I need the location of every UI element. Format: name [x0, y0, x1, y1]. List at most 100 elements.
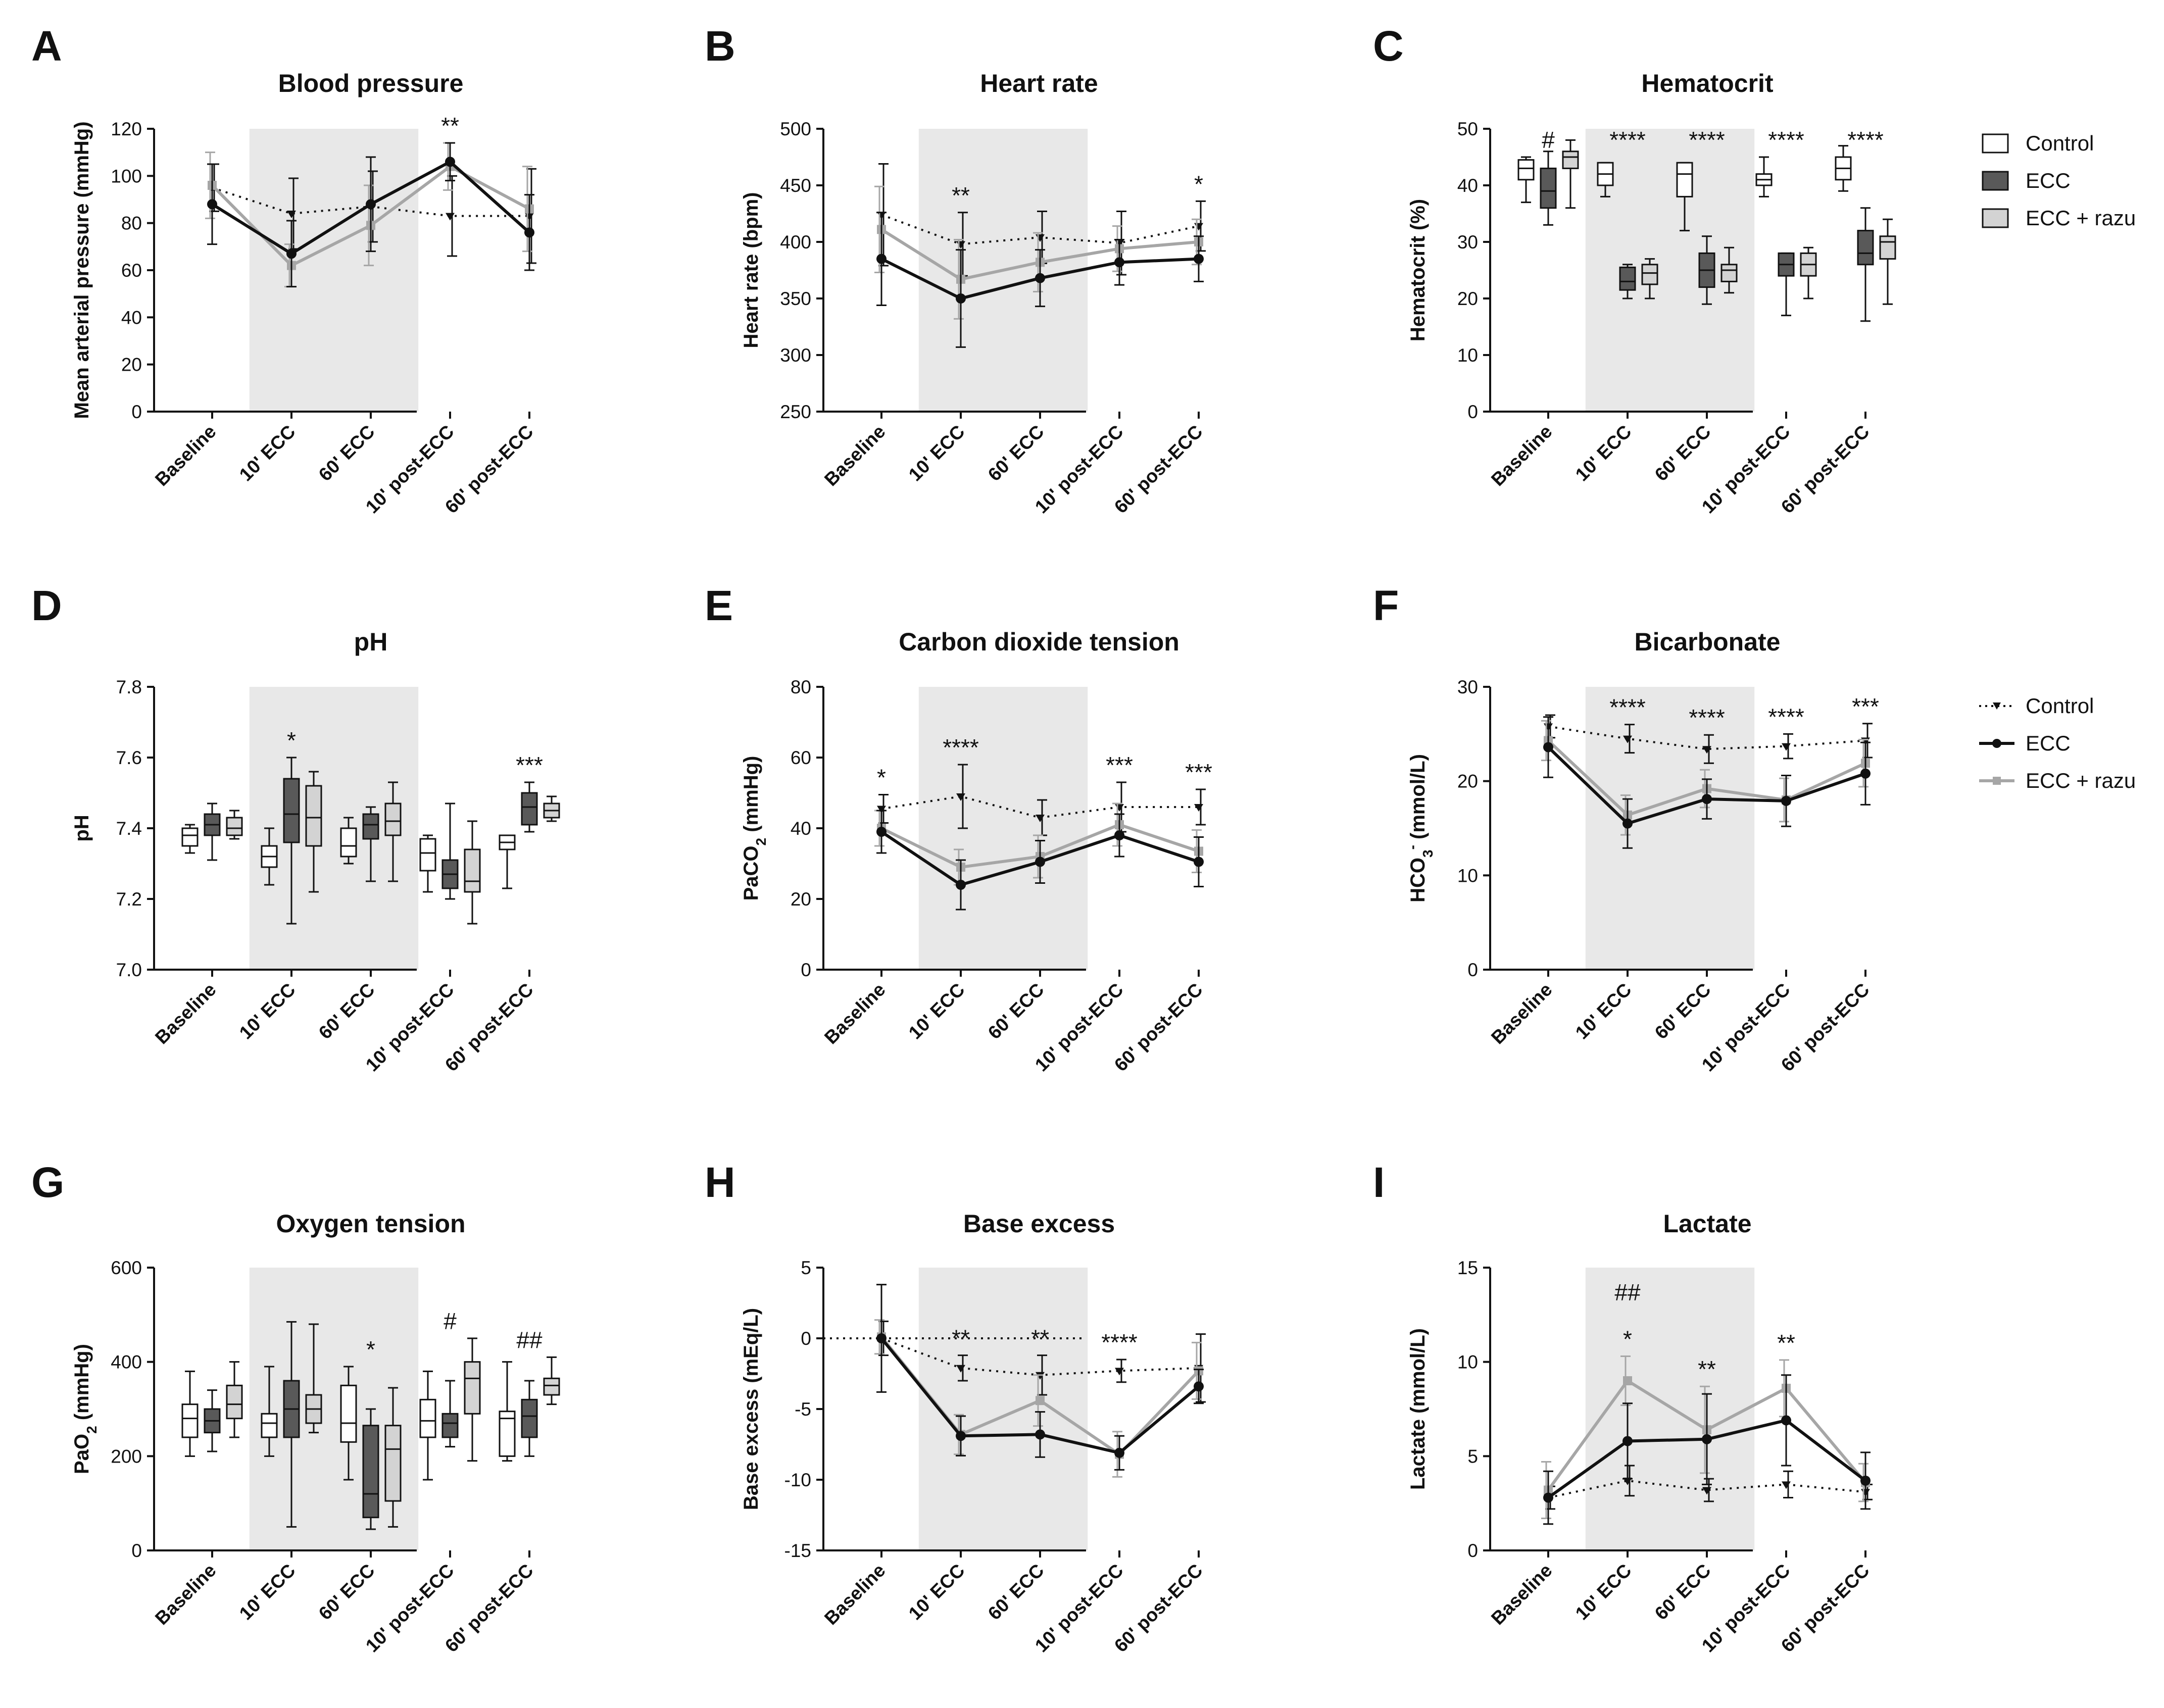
- panel-a-series-ecc: [207, 142, 534, 288]
- panel-letter-b: B: [705, 22, 735, 70]
- panel-e-control-point: [1036, 815, 1045, 822]
- panel-c-ecc-box: [1857, 230, 1874, 266]
- panel-i: 0 5 10 15 Lactate (mmol/L) Baseline 10' ECC 60'…: [1407, 1258, 1874, 1656]
- panel-e-ytick-label: 40: [791, 818, 811, 839]
- panel-c-annotation: ****: [1689, 127, 1725, 153]
- panel-b-ytick-label: 500: [780, 119, 811, 139]
- panel-c-ytick-label: 10: [1457, 345, 1478, 366]
- panel-letter-d: D: [31, 582, 62, 629]
- panel-b-ecc-point: [1194, 254, 1204, 264]
- panel-e-annotation: ***: [1106, 752, 1133, 778]
- panel-h-ecc-point: [1194, 1381, 1204, 1392]
- panel-a-ylabel: Mean arterial pressure (mmHg): [71, 121, 93, 419]
- panel-b-ecc-point: [876, 254, 887, 264]
- panel-e-control-point: [956, 793, 965, 801]
- panel-h-ytick-label: -10: [784, 1470, 811, 1490]
- panel-a: 0 20 40 60 80 100 120 Mean arterial pressure (m…: [71, 113, 537, 517]
- panel-b-ytick-label: 400: [780, 232, 811, 253]
- panel-letter-h: H: [705, 1159, 735, 1206]
- panel-b-xtick-label: Baseline: [820, 421, 890, 490]
- legend-box-razu-swatch: [1982, 208, 2009, 228]
- panel-g-box-control: [181, 1370, 199, 1457]
- panel-e-annotation: ****: [943, 734, 979, 761]
- panel-f-control-point: [1623, 735, 1632, 743]
- panel-c-annotation: ****: [1847, 127, 1884, 153]
- panel-g-control-box: [261, 1413, 278, 1438]
- panel-c-ytick-label: 40: [1457, 175, 1478, 196]
- panel-e-ytick-label: 20: [791, 889, 811, 910]
- panel-a-ytick-label: 20: [121, 355, 142, 375]
- legend-line-control-marker: [1993, 702, 2001, 710]
- panel-d-ylabel: pH: [71, 815, 93, 841]
- panel-d-annotation: ***: [516, 752, 543, 778]
- panel-g-xtick-label: 60' ECC: [315, 1560, 379, 1624]
- panel-g-ytick-label: 600: [111, 1258, 142, 1278]
- panel-d-box-control: [419, 834, 436, 893]
- panel-c-razu-box: [1562, 150, 1579, 169]
- panel-i-ecc-point: [1543, 1492, 1553, 1503]
- panel-i-ytick-label: 5: [1467, 1446, 1478, 1467]
- panel-letter-i: I: [1373, 1159, 1385, 1206]
- panel-h-ytick-label: 0: [801, 1328, 811, 1349]
- panel-b-control-point: [1194, 223, 1203, 231]
- panel-f-control-point: [1702, 746, 1711, 754]
- panel-f-annotation: ***: [1852, 693, 1879, 720]
- panel-d-box-ecc: [283, 757, 300, 925]
- panel-e: 0 20 40 60 80 PaCO2 (mmHg) Baseline 10' ECC 60' …: [740, 677, 1212, 1075]
- panel-e-series-control: [877, 764, 1206, 836]
- panel-h-annotation: **: [1031, 1325, 1049, 1351]
- panel-g-box-razu: [226, 1361, 243, 1438]
- panel-d-ytick-label: 7.8: [116, 677, 142, 697]
- panel-c-box-ecc: [1778, 252, 1795, 317]
- panel-a-ytick-label: 80: [121, 213, 142, 234]
- panel-g-ecc-shade: [249, 1268, 419, 1550]
- panel-e-control-point: [1115, 804, 1124, 812]
- panel-a-ecc-point: [445, 157, 455, 167]
- panel-letter-g: G: [31, 1159, 64, 1206]
- panel-c-box-razu: [1641, 258, 1658, 299]
- panel-a-ecc-point: [207, 199, 217, 210]
- panel-b-ytick-label: 300: [780, 345, 811, 366]
- panel-g-box-control: [261, 1366, 278, 1457]
- panel-b-ecc-point: [1035, 273, 1045, 283]
- panel-g-box-ecc: [283, 1321, 300, 1528]
- panel-b-xtick-label: 10' ECC: [905, 421, 969, 485]
- panel-title-g: Oxygen tension: [276, 1210, 465, 1238]
- panel-title-d: pH: [354, 628, 388, 656]
- panel-h-ecc-point: [876, 1333, 887, 1343]
- panel-e-ylabel: PaCO2 (mmHg): [740, 756, 769, 901]
- panel-g-ytick-label: 0: [131, 1540, 142, 1561]
- panel-h-xtick-label: 10' ECC: [905, 1560, 969, 1624]
- panel-i-ecc-point: [1622, 1436, 1633, 1446]
- panel-f-ecc-point: [1543, 742, 1553, 752]
- panel-h-razu-point: [1036, 1396, 1045, 1405]
- panel-i-ecc-shade: [1585, 1268, 1755, 1550]
- panel-h-ecc-point: [956, 1431, 966, 1441]
- panel-g-razu-box: [226, 1384, 243, 1420]
- panel-f-ecc-point: [1860, 768, 1871, 779]
- panel-d-box-ecc: [521, 781, 538, 833]
- panel-letter-a: A: [31, 22, 62, 70]
- panel-g-ecc-box: [521, 1398, 538, 1438]
- panel-g-ytick-label: 400: [111, 1352, 142, 1373]
- legend-box-ecc-swatch: [1982, 171, 2009, 191]
- panel-letter-c: C: [1373, 22, 1404, 70]
- panel-c-box-ecc: [1540, 150, 1557, 226]
- panel-letter-e: E: [705, 582, 733, 629]
- panel-f-ytick-label: 20: [1457, 771, 1478, 792]
- panel-c-ytick-label: 20: [1457, 288, 1478, 309]
- panel-title-f: Bicarbonate: [1635, 628, 1781, 656]
- panel-a-xtick-label: 10' ECC: [235, 421, 300, 485]
- panel-e-control-point: [877, 806, 886, 814]
- panel-h-ylabel: Base excess (mEq/L): [740, 1308, 762, 1510]
- panel-g-box-control: [340, 1366, 357, 1481]
- panel-f-series-control: [1544, 714, 1873, 764]
- panel-g-annotation: #: [444, 1308, 457, 1334]
- panel-c-box-control: [1676, 162, 1693, 232]
- panel-a-ecc-shade: [249, 129, 419, 412]
- panel-i-ytick-label: 10: [1457, 1352, 1478, 1373]
- panel-i-annotation: **: [1777, 1330, 1795, 1356]
- legend-box-ecc-label: ECC: [2026, 169, 2071, 192]
- panel-i-ytick-label: 15: [1457, 1258, 1478, 1278]
